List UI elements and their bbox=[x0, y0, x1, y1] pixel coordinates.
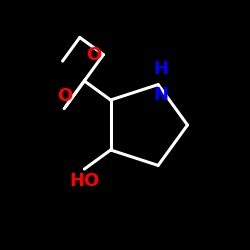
Text: N: N bbox=[153, 86, 168, 104]
Text: H: H bbox=[153, 60, 168, 78]
Text: HO: HO bbox=[69, 172, 100, 190]
Text: O: O bbox=[58, 87, 73, 105]
Text: O: O bbox=[86, 46, 101, 64]
